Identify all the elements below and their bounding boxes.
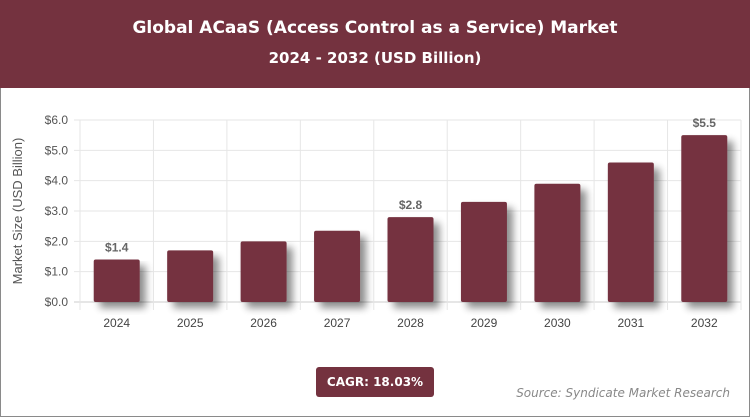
chart-header: Global ACaaS (Access Control as a Servic…: [0, 0, 750, 88]
chart-subtitle: 2024 - 2032 (USD Billion): [268, 49, 482, 67]
data-label: $5.5: [693, 116, 717, 130]
bar-2024: [93, 259, 140, 302]
y-tick-label: $0.0: [45, 295, 69, 309]
bar-2027: [314, 230, 361, 302]
cagr-badge: CAGR: 18.03%: [316, 367, 434, 397]
bar-2030: [534, 183, 581, 302]
x-tick-label: 2030: [544, 316, 571, 330]
bar-2031: [607, 162, 654, 302]
bar-2032: [681, 135, 728, 302]
data-label: $2.8: [399, 198, 423, 212]
x-tick-label: 2027: [324, 316, 351, 330]
source-note: Source: Syndicate Market Research: [516, 386, 730, 400]
x-tick-label: 2029: [471, 316, 498, 330]
x-tick-label: 2024: [103, 316, 130, 330]
data-label: $1.4: [105, 241, 129, 255]
bar-2028: [387, 217, 434, 302]
x-tick-label: 2028: [397, 316, 424, 330]
x-tick-label: 2025: [177, 316, 204, 330]
chart-title: Global ACaaS (Access Control as a Servic…: [132, 18, 618, 38]
y-tick-label: $2.0: [45, 234, 69, 248]
x-tick-label: 2031: [617, 316, 644, 330]
y-axis-label: Market Size (USD Billion): [10, 138, 25, 285]
y-tick-label: $3.0: [45, 204, 69, 218]
bar-2026: [240, 241, 287, 302]
x-tick-label: 2026: [250, 316, 277, 330]
bar-2025: [167, 250, 214, 302]
y-tick-label: $6.0: [45, 113, 69, 127]
y-tick-label: $4.0: [45, 174, 69, 188]
y-tick-label: $5.0: [45, 143, 69, 157]
y-tick-label: $1.0: [45, 265, 69, 279]
x-tick-label: 2032: [691, 316, 718, 330]
bar-2029: [460, 201, 507, 302]
